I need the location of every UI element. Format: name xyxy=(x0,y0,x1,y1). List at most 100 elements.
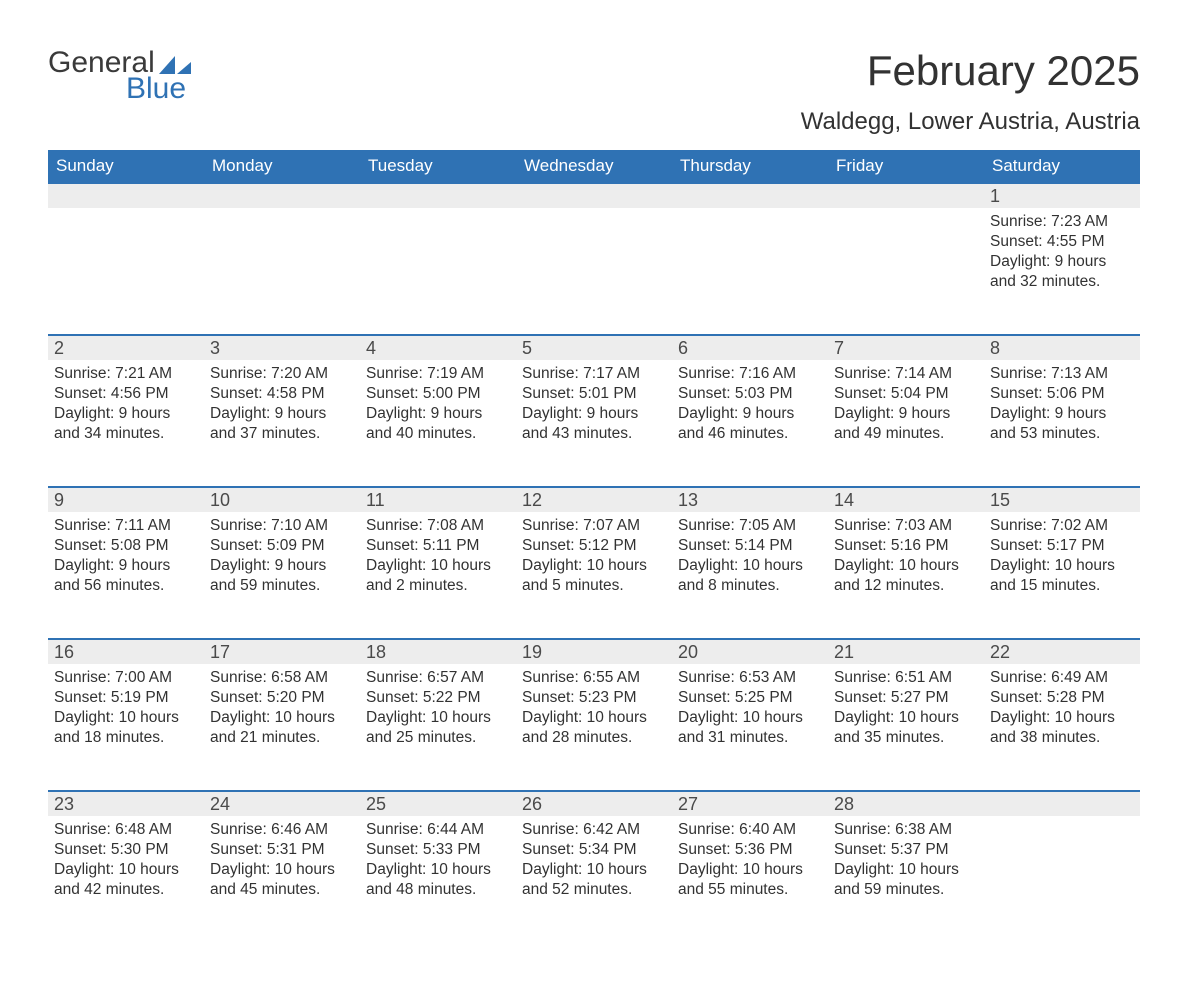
day-details: Sunrise: 7:11 AMSunset: 5:08 PMDaylight:… xyxy=(48,512,204,607)
day-daylight1: Daylight: 9 hours xyxy=(990,404,1134,424)
day-number-cell xyxy=(48,182,204,208)
day-number-cell xyxy=(360,182,516,208)
day-sunrise: Sunrise: 6:51 AM xyxy=(834,668,978,688)
day-details: Sunrise: 6:53 AMSunset: 5:25 PMDaylight:… xyxy=(672,664,828,759)
week-details-row: Sunrise: 7:21 AMSunset: 4:56 PMDaylight:… xyxy=(48,360,1140,486)
logo-word2: Blue xyxy=(126,74,193,104)
month-title: February 2025 xyxy=(801,48,1140,94)
day-daylight1: Daylight: 9 hours xyxy=(54,404,198,424)
day-number: 4 xyxy=(360,334,516,360)
day-details: Sunrise: 6:55 AMSunset: 5:23 PMDaylight:… xyxy=(516,664,672,759)
day-details-cell: Sunrise: 6:48 AMSunset: 5:30 PMDaylight:… xyxy=(48,816,204,942)
day-number-cell: 28 xyxy=(828,790,984,816)
day-number: 3 xyxy=(204,334,360,360)
day-details: Sunrise: 7:00 AMSunset: 5:19 PMDaylight:… xyxy=(48,664,204,759)
day-sunset: Sunset: 5:23 PM xyxy=(522,688,666,708)
day-sunrise: Sunrise: 6:48 AM xyxy=(54,820,198,840)
day-details: Sunrise: 7:19 AMSunset: 5:00 PMDaylight:… xyxy=(360,360,516,455)
day-daylight2: and 25 minutes. xyxy=(366,728,510,748)
day-sunset: Sunset: 5:27 PM xyxy=(834,688,978,708)
day-details-cell: Sunrise: 7:08 AMSunset: 5:11 PMDaylight:… xyxy=(360,512,516,638)
day-details-cell: Sunrise: 6:42 AMSunset: 5:34 PMDaylight:… xyxy=(516,816,672,942)
day-number: 12 xyxy=(516,486,672,512)
day-details-cell: Sunrise: 7:19 AMSunset: 5:00 PMDaylight:… xyxy=(360,360,516,486)
day-sunset: Sunset: 5:06 PM xyxy=(990,384,1134,404)
day-daylight1: Daylight: 10 hours xyxy=(522,556,666,576)
day-number-cell: 7 xyxy=(828,334,984,360)
day-number: 22 xyxy=(984,638,1140,664)
day-sunrise: Sunrise: 7:08 AM xyxy=(366,516,510,536)
day-number-cell: 3 xyxy=(204,334,360,360)
day-sunset: Sunset: 5:37 PM xyxy=(834,840,978,860)
day-sunset: Sunset: 5:25 PM xyxy=(678,688,822,708)
day-number: 11 xyxy=(360,486,516,512)
day-number-cell: 6 xyxy=(672,334,828,360)
week-daynum-row: 1 xyxy=(48,182,1140,208)
day-details: Sunrise: 7:08 AMSunset: 5:11 PMDaylight:… xyxy=(360,512,516,607)
day-number-cell: 2 xyxy=(48,334,204,360)
day-number: 26 xyxy=(516,790,672,816)
day-details xyxy=(360,208,516,224)
day-sunrise: Sunrise: 7:00 AM xyxy=(54,668,198,688)
day-daylight2: and 42 minutes. xyxy=(54,880,198,900)
day-sunrise: Sunrise: 7:17 AM xyxy=(522,364,666,384)
day-details: Sunrise: 7:07 AMSunset: 5:12 PMDaylight:… xyxy=(516,512,672,607)
day-details: Sunrise: 6:49 AMSunset: 5:28 PMDaylight:… xyxy=(984,664,1140,759)
day-details xyxy=(48,208,204,224)
day-daylight2: and 56 minutes. xyxy=(54,576,198,596)
day-details: Sunrise: 6:48 AMSunset: 5:30 PMDaylight:… xyxy=(48,816,204,911)
day-number: 24 xyxy=(204,790,360,816)
day-sunrise: Sunrise: 7:20 AM xyxy=(210,364,354,384)
day-daylight1: Daylight: 9 hours xyxy=(678,404,822,424)
day-number-cell xyxy=(516,182,672,208)
day-daylight2: and 21 minutes. xyxy=(210,728,354,748)
day-daylight1: Daylight: 10 hours xyxy=(990,556,1134,576)
week-details-row: Sunrise: 7:11 AMSunset: 5:08 PMDaylight:… xyxy=(48,512,1140,638)
day-number-cell: 27 xyxy=(672,790,828,816)
day-details: Sunrise: 7:05 AMSunset: 5:14 PMDaylight:… xyxy=(672,512,828,607)
day-details: Sunrise: 6:51 AMSunset: 5:27 PMDaylight:… xyxy=(828,664,984,759)
day-sunset: Sunset: 5:00 PM xyxy=(366,384,510,404)
day-number: 13 xyxy=(672,486,828,512)
day-daylight1: Daylight: 9 hours xyxy=(990,252,1134,272)
day-daylight1: Daylight: 10 hours xyxy=(54,860,198,880)
day-number: 17 xyxy=(204,638,360,664)
day-details-cell: Sunrise: 6:53 AMSunset: 5:25 PMDaylight:… xyxy=(672,664,828,790)
day-details-cell: Sunrise: 6:46 AMSunset: 5:31 PMDaylight:… xyxy=(204,816,360,942)
day-details: Sunrise: 7:21 AMSunset: 4:56 PMDaylight:… xyxy=(48,360,204,455)
day-sunset: Sunset: 5:09 PM xyxy=(210,536,354,556)
day-details: Sunrise: 6:58 AMSunset: 5:20 PMDaylight:… xyxy=(204,664,360,759)
day-details xyxy=(984,816,1140,832)
day-daylight2: and 45 minutes. xyxy=(210,880,354,900)
day-daylight2: and 40 minutes. xyxy=(366,424,510,444)
day-daylight1: Daylight: 10 hours xyxy=(990,708,1134,728)
day-daylight2: and 43 minutes. xyxy=(522,424,666,444)
day-details-cell: Sunrise: 7:23 AMSunset: 4:55 PMDaylight:… xyxy=(984,208,1140,334)
day-details-cell xyxy=(516,208,672,334)
day-sunrise: Sunrise: 7:10 AM xyxy=(210,516,354,536)
day-daylight2: and 55 minutes. xyxy=(678,880,822,900)
weekday-header: Monday xyxy=(204,150,360,182)
day-details xyxy=(204,208,360,224)
day-daylight2: and 38 minutes. xyxy=(990,728,1134,748)
day-details: Sunrise: 6:40 AMSunset: 5:36 PMDaylight:… xyxy=(672,816,828,911)
day-daylight1: Daylight: 10 hours xyxy=(366,708,510,728)
day-daylight1: Daylight: 10 hours xyxy=(210,708,354,728)
weekday-header: Tuesday xyxy=(360,150,516,182)
day-daylight1: Daylight: 10 hours xyxy=(522,708,666,728)
day-number-cell: 1 xyxy=(984,182,1140,208)
weekday-header: Wednesday xyxy=(516,150,672,182)
day-details-cell: Sunrise: 6:51 AMSunset: 5:27 PMDaylight:… xyxy=(828,664,984,790)
day-number-cell: 11 xyxy=(360,486,516,512)
day-details: Sunrise: 7:13 AMSunset: 5:06 PMDaylight:… xyxy=(984,360,1140,455)
header-row: General Blue February 2025 Waldegg, Lowe… xyxy=(48,48,1140,146)
day-number: 9 xyxy=(48,486,204,512)
day-number: 10 xyxy=(204,486,360,512)
day-sunset: Sunset: 5:33 PM xyxy=(366,840,510,860)
day-details-cell: Sunrise: 7:13 AMSunset: 5:06 PMDaylight:… xyxy=(984,360,1140,486)
day-sunrise: Sunrise: 6:40 AM xyxy=(678,820,822,840)
day-number xyxy=(204,182,360,208)
day-details-cell xyxy=(204,208,360,334)
day-details-cell: Sunrise: 6:58 AMSunset: 5:20 PMDaylight:… xyxy=(204,664,360,790)
day-details: Sunrise: 7:10 AMSunset: 5:09 PMDaylight:… xyxy=(204,512,360,607)
